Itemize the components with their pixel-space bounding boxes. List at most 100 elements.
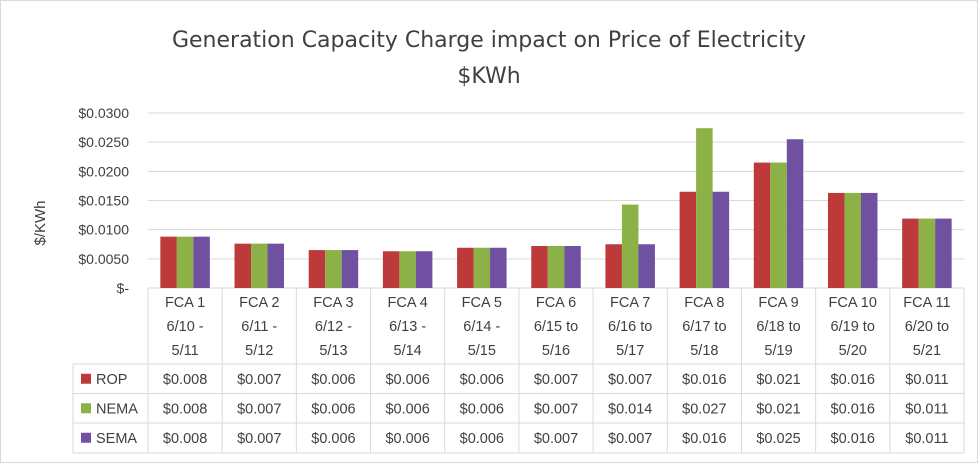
category-label: 5/13 <box>319 343 347 359</box>
category-label: 5/17 <box>616 343 644 359</box>
category-label: 5/16 <box>542 343 570 359</box>
bar-rop <box>679 191 697 288</box>
data-label: $0.021 <box>756 372 800 388</box>
bar-rop <box>531 246 548 288</box>
y-tick-label: $0.0200 <box>78 163 129 179</box>
y-tick-label: $0.0300 <box>78 105 129 121</box>
data-label: $0.006 <box>460 372 504 388</box>
data-label: $0.011 <box>905 401 948 417</box>
bar-nema <box>325 250 342 288</box>
category-label: 5/12 <box>245 343 273 359</box>
data-label: $0.011 <box>905 431 948 447</box>
category-label: FCA 2 <box>239 295 279 311</box>
category-label: FCA 8 <box>684 295 724 311</box>
y-tick-label: $0.0250 <box>78 134 129 150</box>
category-label: FCA 3 <box>313 295 353 311</box>
bar-sema <box>490 247 507 288</box>
category-label: 6/18 to <box>756 319 800 335</box>
bar-nema <box>473 247 491 288</box>
bar-nema <box>176 236 194 288</box>
category-label: 5/14 <box>394 343 422 359</box>
data-label: $0.014 <box>608 401 652 417</box>
data-label: $0.006 <box>311 431 355 447</box>
data-label: $0.027 <box>682 401 726 417</box>
category-label: FCA 7 <box>610 295 650 311</box>
category-label: 5/15 <box>468 343 496 359</box>
category-label: FCA 11 <box>903 295 950 311</box>
category-label: FCA 5 <box>462 295 502 311</box>
bar-nema <box>844 192 861 288</box>
chart-title: Generation Capacity Charge impact on Pri… <box>172 28 806 53</box>
data-table: FCA 1 6/10 - 5/11 FCA 2 6/11 - 5/12 FCA 3 6/12 … <box>72 288 965 454</box>
data-label: $0.016 <box>682 431 726 447</box>
data-label: $0.007 <box>608 372 652 388</box>
bar-sema <box>193 236 210 288</box>
legend-key-nema <box>81 403 91 414</box>
y-tick-label: $0.0050 <box>78 251 129 267</box>
category-label: 6/14 - <box>463 319 500 335</box>
legend-label-sema: SEMA <box>96 431 137 447</box>
data-label: $0.016 <box>831 401 875 417</box>
bar-nema <box>696 128 713 288</box>
data-label: $0.021 <box>756 401 800 417</box>
category-label: FCA 4 <box>387 295 427 311</box>
legend-key-sema <box>81 432 91 443</box>
data-label: $0.007 <box>608 431 652 447</box>
category-label: 6/20 to <box>905 319 949 335</box>
category-label: 5/21 <box>913 343 941 359</box>
bar-nema <box>251 243 268 288</box>
category-label: 5/20 <box>839 343 867 359</box>
data-label: $0.006 <box>385 372 429 388</box>
bar-nema <box>918 218 936 288</box>
chart-subtitle: $KWh <box>457 64 520 89</box>
data-label: $0.011 <box>905 372 948 388</box>
bar-nema <box>621 204 639 288</box>
data-label: $0.008 <box>163 431 207 447</box>
bar-rop <box>605 244 622 288</box>
bars <box>160 128 952 288</box>
y-axis-ticks: $- $0.0050 $0.0100 $0.0150 $0.0200 $0.0250 $0.… <box>78 105 129 296</box>
category-label: 6/16 to <box>608 319 652 335</box>
data-label: $0.025 <box>756 431 800 447</box>
bar-rop <box>382 251 400 288</box>
y-axis-label: $/KWh <box>32 200 49 245</box>
data-label: $0.007 <box>237 401 281 417</box>
data-label: $0.006 <box>311 401 355 417</box>
bar-rop <box>902 218 919 288</box>
category-label: 6/12 - <box>315 319 352 335</box>
data-label: $0.006 <box>460 431 504 447</box>
data-label: $0.007 <box>534 431 578 447</box>
data-label: $0.008 <box>163 401 207 417</box>
data-label: $0.016 <box>831 431 875 447</box>
bar-rop <box>308 250 326 288</box>
legend-label-rop: ROP <box>96 372 127 388</box>
bar-rop <box>753 162 771 288</box>
legend-key-rop <box>81 373 91 384</box>
data-label: $0.007 <box>534 372 578 388</box>
y-tick-label: $0.0100 <box>78 222 129 238</box>
data-label: $0.007 <box>237 372 281 388</box>
bar-sema <box>267 243 285 288</box>
bar-sema <box>860 192 878 288</box>
data-label: $0.006 <box>385 401 429 417</box>
bar-sema <box>935 218 952 288</box>
y-tick-label: $- <box>117 280 130 296</box>
category-label: 6/13 - <box>389 319 426 335</box>
category-label: FCA 10 <box>829 295 877 311</box>
category-label: 6/15 to <box>534 319 578 335</box>
category-label: 5/19 <box>764 343 792 359</box>
category-label: FCA 6 <box>536 295 576 311</box>
bar-sema <box>415 251 433 288</box>
bar-sema <box>341 250 359 288</box>
data-label: $0.016 <box>831 372 875 388</box>
data-label: $0.007 <box>534 401 578 417</box>
bar-sema <box>638 244 655 288</box>
bar-nema <box>547 246 565 288</box>
bar-sema <box>564 246 581 288</box>
data-label: $0.016 <box>682 372 726 388</box>
data-label: $0.006 <box>311 372 355 388</box>
y-tick-label: $0.0150 <box>78 193 129 209</box>
bar-nema <box>399 251 416 288</box>
